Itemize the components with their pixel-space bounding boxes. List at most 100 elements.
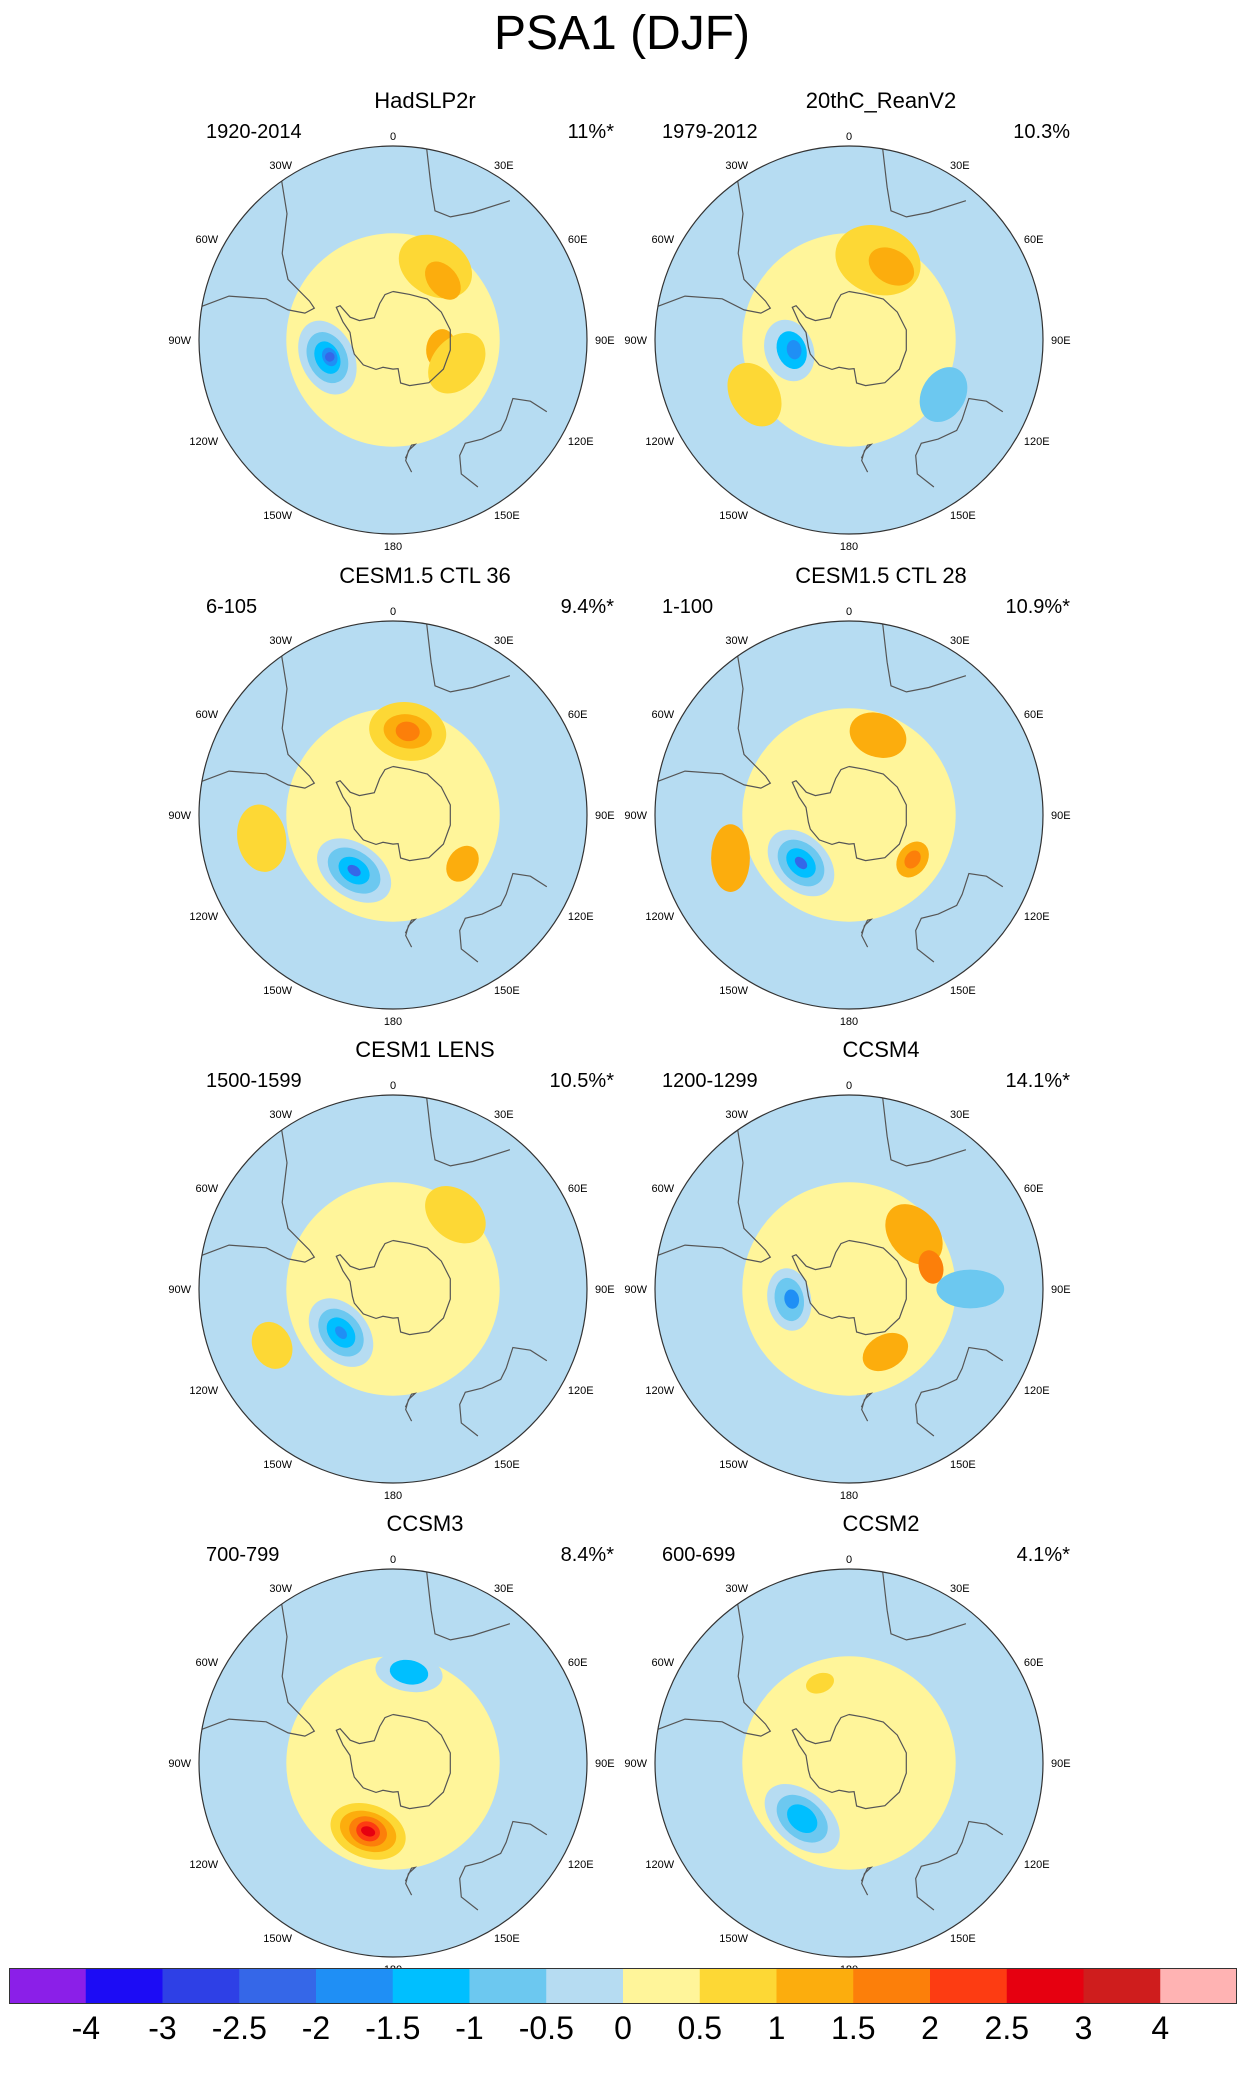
longitude-label: 60E [1024, 709, 1044, 721]
colorbar-tick-label: -2 [301, 2010, 331, 2046]
longitude-label: 30W [269, 1109, 292, 1121]
anomaly-contour [786, 340, 802, 360]
panel-years: 1500-1599 [206, 1070, 302, 1092]
anomaly-contour [395, 721, 420, 742]
panel-variance: 10.3% [1013, 121, 1070, 143]
map-panel: CESM1.5 CTL 28 1-100 10.9%* 0 30W 60W 90W 120W 1… [624, 563, 1116, 1033]
map-rim [654, 620, 1044, 1010]
longitude-label: 150E [950, 1459, 976, 1471]
longitude-label: 120W [645, 1859, 674, 1871]
colorbar-swatch [162, 1968, 240, 2004]
anomaly-contour [425, 1186, 486, 1244]
longitude-label: 180 [840, 1490, 858, 1502]
longitude-label: 120E [568, 1859, 594, 1871]
longitude-label: 90W [624, 1758, 647, 1770]
longitude-label: 30E [494, 1109, 514, 1121]
coastline [791, 765, 907, 862]
longitude-label: 60E [1024, 234, 1044, 246]
longitude-label: 60W [195, 1657, 218, 1669]
longitude-label: 150E [950, 510, 976, 522]
longitude-label: 90E [1051, 1758, 1071, 1770]
longitude-label: 90E [1051, 810, 1071, 822]
coastline [201, 181, 316, 314]
longitude-label: 90E [595, 1758, 615, 1770]
longitude-label: 30W [725, 160, 748, 172]
coastline [882, 623, 967, 693]
longitude-label: 150E [494, 1933, 520, 1945]
map-rim [654, 1568, 1044, 1958]
longitude-label: 60W [195, 709, 218, 721]
longitude-label: 180 [840, 541, 858, 553]
panel-variance: 9.4%* [560, 596, 614, 618]
colorbar-tick-label: 3 [1074, 2010, 1093, 2046]
colorbar-tick-label: 1 [767, 2010, 786, 2046]
coastline [657, 1604, 772, 1737]
anomaly-contour [784, 1289, 800, 1309]
longitude-label: 180 [384, 1490, 402, 1502]
anomaly-contour [727, 362, 782, 427]
anomaly-contour [849, 712, 907, 758]
neutral-region [742, 1656, 956, 1870]
colorbar-tick-label: -0.5 [518, 2010, 574, 2046]
longitude-label: 120W [189, 1859, 218, 1871]
colorbar-tick-label: 2.5 [984, 2010, 1030, 2046]
colorbar-swatch [9, 1968, 87, 2004]
colorbar-tick-label: 0 [614, 2010, 632, 2046]
longitude-label: 120E [568, 911, 594, 923]
longitude-label: 0 [390, 1554, 396, 1566]
coastline [426, 1097, 511, 1167]
longitude-label: 120E [1024, 1859, 1050, 1871]
longitude-label: 150W [719, 1933, 748, 1945]
panel-variance: 11%* [567, 121, 614, 143]
longitude-label: 180 [384, 1016, 402, 1028]
longitude-label: 120E [568, 1385, 594, 1397]
coastline [657, 656, 772, 789]
colorbar [9, 1968, 1237, 2004]
anomaly-contour [251, 1321, 293, 1369]
longitude-label: 90W [624, 810, 647, 822]
anomaly-contour [794, 856, 808, 870]
panel-title: CESM1.5 CTL 36 [339, 563, 511, 588]
longitude-label: 150W [263, 1459, 292, 1471]
map-rim [198, 145, 588, 535]
coastline [915, 872, 1004, 963]
colorbar-tick-label: 4 [1151, 2010, 1170, 2046]
coastline [657, 181, 772, 314]
anomaly-contour [805, 1672, 835, 1694]
map-panel: CCSM3 700-799 8.4%* 0 30W 60W 90W 120W 150W 30E 60… [168, 1511, 660, 1981]
coastline [426, 623, 511, 693]
panel-variance: 4.1%* [1016, 1544, 1070, 1566]
colorbar-swatch [1160, 1968, 1237, 2004]
colorbar-swatch [930, 1968, 1008, 2004]
colorbar-swatch [1083, 1968, 1161, 2004]
longitude-label: 30W [725, 635, 748, 647]
longitude-label: 30E [494, 160, 514, 172]
colorbar-swatch [853, 1968, 931, 2004]
colorbar-swatch [546, 1968, 624, 2004]
coastline [459, 397, 548, 488]
coastline [404, 443, 418, 473]
longitude-label: 150E [494, 510, 520, 522]
longitude-label: 30E [950, 160, 970, 172]
colorbar-tick-label: -3 [148, 2010, 177, 2046]
map-rim [654, 1094, 1044, 1484]
coastline [335, 290, 451, 387]
map-panel: CCSM2 600-699 4.1%* 0 30W 60W 90W 120W 150W 30E 60… [624, 1511, 1116, 1981]
longitude-label: 90W [168, 335, 191, 347]
anomaly-contour [335, 1326, 347, 1339]
longitude-label: 30E [950, 1583, 970, 1595]
panel-years: 1979-2012 [662, 121, 758, 143]
longitude-label: 60W [195, 234, 218, 246]
longitude-label: 0 [846, 1080, 852, 1092]
map-panel: CESM1 LENS 1500-1599 10.5%* 0 30W 60W 90W 120W 1… [168, 1037, 660, 1507]
coastline [882, 1097, 967, 1167]
figure-title: PSA1 (DJF) [493, 7, 751, 60]
panel-title: CESM1 LENS [355, 1037, 495, 1062]
panel-variance: 10.9%* [1005, 596, 1071, 618]
longitude-label: 0 [846, 131, 852, 143]
coastline [915, 1820, 1004, 1911]
